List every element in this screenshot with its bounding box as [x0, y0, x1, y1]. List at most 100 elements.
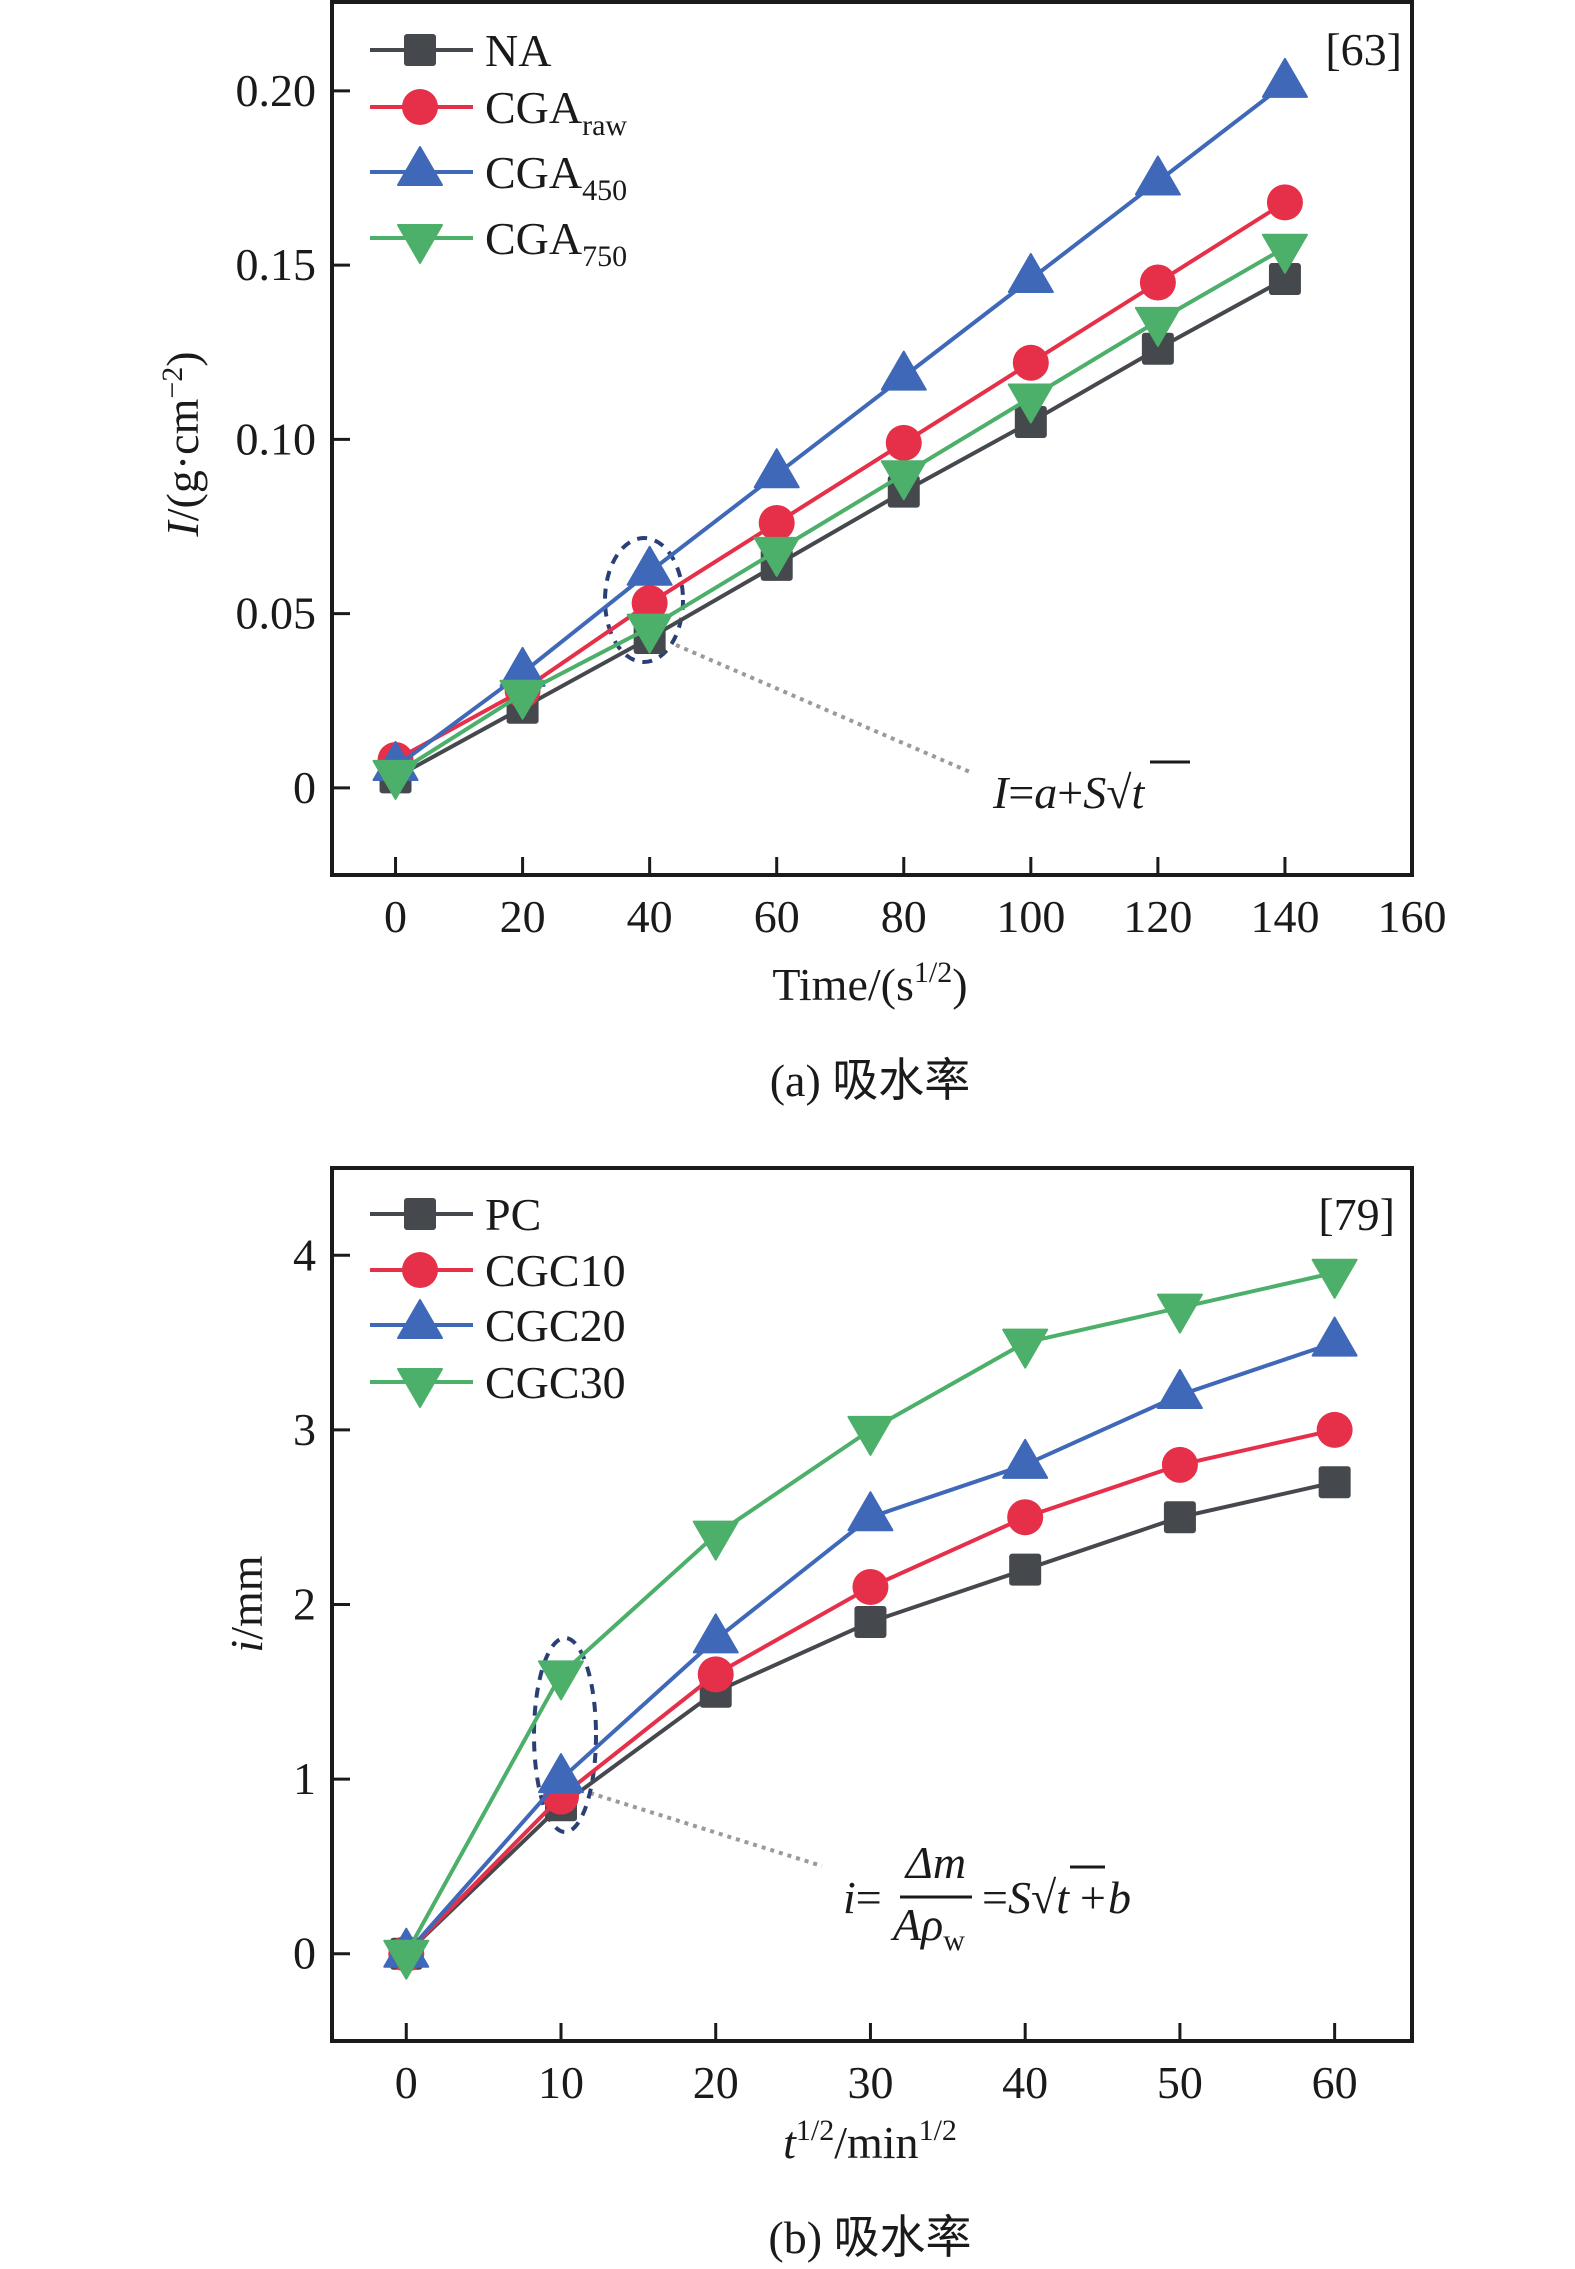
- highlight-ellipse: [532, 1636, 598, 1834]
- data-point: [1007, 383, 1054, 424]
- data-point: [1007, 1499, 1044, 1536]
- data-point: [1318, 1466, 1351, 1499]
- legend-label-main: CGA: [485, 147, 582, 198]
- data-point: [537, 1753, 584, 1794]
- data-point: [847, 1415, 894, 1456]
- data-point: [1002, 1438, 1049, 1479]
- eq-plus: +: [1057, 767, 1083, 818]
- y-tick-label: 0.20: [236, 65, 317, 116]
- legend-item: NA: [370, 25, 551, 76]
- x-tick-label: 10: [538, 2057, 584, 2108]
- reference-label: [63]: [1325, 24, 1402, 75]
- x-tick-label: 20: [500, 891, 546, 942]
- data-point: [499, 679, 546, 720]
- data-point: [1139, 264, 1176, 301]
- legend-label-main: CGA: [485, 82, 582, 133]
- data-point: [1266, 184, 1303, 221]
- data-point: [847, 1491, 894, 1532]
- data-point: [692, 1520, 739, 1561]
- y-tick-label: 2: [293, 1579, 316, 1630]
- x-tick-label: 20: [693, 2057, 739, 2108]
- data-point: [372, 759, 419, 800]
- series-line: [394, 277, 1286, 780]
- legend-label-sub: 450: [582, 174, 627, 207]
- data-point: [852, 1569, 889, 1606]
- eq-lhs: I: [992, 767, 1011, 818]
- y-axis-title-var: i: [221, 1640, 272, 1653]
- legend-item: CGC20: [370, 1299, 626, 1351]
- eq-t: t: [1056, 1872, 1070, 1923]
- y-tick-label: 0.10: [236, 413, 317, 464]
- panel-caption: (a) 吸水率: [770, 1055, 971, 1106]
- legend-label: CGA750: [485, 213, 627, 273]
- legend-label-main: PC: [485, 1189, 541, 1240]
- data-point: [1009, 1553, 1042, 1586]
- y-tick-label: 0.15: [236, 239, 317, 290]
- legend-label: CGC20: [485, 1300, 626, 1351]
- series-group: [383, 1258, 1358, 1980]
- y-axis-title: i/mm: [221, 1555, 272, 1652]
- x-axis-title-var: t: [783, 2117, 797, 2168]
- data-point: [631, 585, 668, 622]
- x-tick-label: 0: [384, 891, 407, 942]
- legend-item: CGC30: [370, 1357, 626, 1408]
- legend-label-sub: 750: [582, 240, 627, 273]
- x-axis-title-sup2: 1/2: [919, 2114, 957, 2147]
- legend-label-main: NA: [485, 25, 551, 76]
- legend-label-main: CGC20: [485, 1300, 626, 1351]
- x-tick-label: 160: [1378, 891, 1447, 942]
- data-point: [626, 545, 673, 586]
- data-point: [753, 448, 800, 489]
- y-tick-label: 4: [293, 1229, 316, 1280]
- y-tick-label: 1: [293, 1753, 316, 1804]
- y-tick-label: 3: [293, 1404, 316, 1455]
- reference-label: [79]: [1318, 1189, 1395, 1240]
- data-point: [383, 1939, 430, 1980]
- eq-t: t: [1131, 767, 1145, 818]
- equation: i= Δm Aρw =S√t +b: [843, 1837, 1131, 1957]
- data-point: [1268, 263, 1301, 296]
- x-axis-title-mid: /min: [834, 2117, 918, 2168]
- legend-label-sub: raw: [582, 109, 627, 142]
- x-tick-label: 30: [847, 2057, 893, 2108]
- data-point: [1134, 155, 1181, 196]
- data-point: [626, 613, 673, 654]
- legend-marker: [402, 1252, 438, 1288]
- legend-item: CGAraw: [370, 82, 627, 142]
- x-axis-title-sup: 1/2: [914, 956, 952, 989]
- x-tick-label: 80: [881, 891, 927, 942]
- legend-item: CGA750: [370, 213, 627, 273]
- legend-label: CGC10: [485, 1245, 626, 1296]
- legend-label: NA: [485, 25, 551, 76]
- annotation-leader-line: [675, 643, 971, 774]
- data-point: [537, 1660, 584, 1701]
- legend-label-main: CGC10: [485, 1245, 626, 1296]
- legend-item: CGC10: [370, 1245, 626, 1296]
- eq-S: S: [1008, 1872, 1031, 1923]
- legend-label: CGC30: [485, 1357, 626, 1408]
- eq-a: a: [1034, 767, 1057, 818]
- data-point: [1161, 1446, 1198, 1483]
- eq-denominator: Aρw: [890, 1899, 965, 1957]
- legend-marker: [397, 224, 443, 264]
- legend-label: PC: [485, 1189, 541, 1240]
- x-tick-label: 120: [1123, 891, 1192, 942]
- y-axis-title-sup: −2: [156, 367, 189, 399]
- x-axis-title-end: ): [952, 959, 967, 1010]
- y-axis-ticks: 0 1 2 3 4: [293, 1229, 350, 1979]
- eq-plus-b: +b: [1077, 1872, 1131, 1923]
- eq-S: S: [1083, 767, 1106, 818]
- x-axis-ticks: 0 10 20 30 40 50 60: [395, 2023, 1358, 2108]
- x-axis-title: t1/2/min1/2: [783, 2114, 957, 2168]
- legend-marker: [404, 1198, 436, 1230]
- eq-equals-2: =: [982, 1872, 1008, 1923]
- series-cgc20: [383, 1316, 1358, 1968]
- legend-marker: [397, 146, 443, 186]
- x-tick-label: 40: [627, 891, 673, 942]
- x-axis-title-main: Time/(s: [772, 959, 913, 1010]
- eq-den-main: Aρ: [890, 1899, 943, 1950]
- x-tick-label: 100: [996, 891, 1065, 942]
- legend-item: PC: [370, 1189, 541, 1240]
